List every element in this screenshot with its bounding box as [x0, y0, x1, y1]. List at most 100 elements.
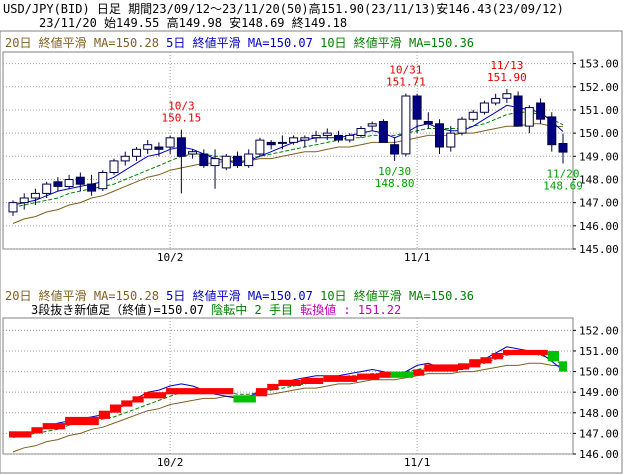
brick	[143, 392, 167, 399]
top-y-axis: 153.00 152.00 151.00 150.00 149.00 148.00 147.…	[573, 58, 619, 256]
top-legend-ma10: 10日 終値平滑 MA=150.36	[320, 35, 474, 50]
candle-body	[558, 143, 568, 153]
candle-body	[536, 102, 546, 120]
brick	[121, 400, 133, 407]
candle-body	[53, 181, 63, 187]
brick	[31, 427, 43, 434]
candle-body	[165, 137, 175, 148]
annotation-value: 151.71	[386, 75, 426, 88]
y-tick-label: 153.00	[579, 58, 619, 71]
bottom-legend-ma20: 20日 終値平滑 MA=150.28	[5, 288, 159, 303]
bottom-grid	[3, 318, 573, 455]
annotation-date: 10/31	[389, 63, 422, 76]
y-tick-label: 147.00	[579, 427, 619, 440]
status-trend: 陰転中	[211, 302, 247, 317]
candle-body	[479, 102, 489, 113]
ma-line	[12, 111, 564, 208]
top-legend: 20日 終値平滑 MA=150.28 5日 終値平滑 MA=150.07 10日…	[5, 35, 474, 50]
candle-body	[221, 155, 231, 169]
candles	[8, 89, 568, 216]
x-tick-label: 10/2	[157, 456, 184, 469]
brick	[132, 396, 144, 403]
annotation-date: 10/30	[378, 165, 411, 178]
candle-body	[334, 134, 343, 141]
candle-body	[547, 116, 557, 146]
y-tick-label: 150.00	[579, 127, 619, 140]
annotation-value: 148.69	[543, 179, 583, 192]
candle-body	[233, 155, 242, 167]
candle-body	[19, 197, 29, 204]
brick	[379, 371, 391, 378]
candle-body	[87, 183, 97, 192]
candle-body	[356, 128, 366, 136]
bottom-legend-ma10: 10日 終値平滑 MA=150.36	[320, 288, 474, 303]
candle-body	[30, 192, 40, 199]
candle-body	[154, 146, 164, 150]
candle-body	[435, 123, 444, 148]
y-tick-label: 146.00	[579, 448, 619, 461]
x-tick-label: 10/2	[157, 251, 184, 264]
annotation-date: 11/13	[490, 59, 523, 72]
brick	[480, 357, 492, 364]
annotation-value: 150.15	[161, 112, 201, 125]
candle-body	[277, 141, 287, 144]
bottom-y-axis: 152.00 151.00 150.00 149.00 148.00 147.00 146.…	[573, 324, 619, 461]
candle-body	[109, 160, 119, 173]
top-legend-ma20: 20日 終値平滑 MA=150.28	[5, 35, 159, 50]
x-tick-label: 11/1	[404, 456, 431, 469]
candle-body	[42, 183, 52, 194]
top-annotations: 10/3150.1510/31151.7111/13151.9010/30148…	[161, 59, 582, 192]
candle-body	[401, 95, 411, 155]
brick	[390, 371, 413, 378]
candle-body	[210, 158, 220, 167]
brick	[424, 364, 458, 372]
candle-body	[457, 118, 467, 134]
candle-body	[255, 139, 265, 155]
status-reversal: 転換値 : 151.22	[300, 302, 401, 317]
candle-body	[8, 202, 18, 213]
candle-body	[513, 95, 523, 127]
bottom-legend: 20日 終値平滑 MA=150.28 5日 終値平滑 MA=150.07 10日…	[5, 288, 474, 303]
brick	[559, 361, 567, 372]
brick	[491, 353, 503, 360]
candle-body	[367, 123, 377, 127]
brick	[413, 369, 425, 376]
bottom-legend-ma5: 5日 終値平滑 MA=150.07	[166, 288, 313, 303]
bottom-x-axis: 10/2 11/1	[157, 456, 430, 469]
top-panel: 20日 終値平滑 MA=150.28 5日 終値平滑 MA=150.07 10日…	[2, 35, 619, 264]
ma-line	[12, 123, 564, 224]
y-tick-label: 149.00	[579, 386, 619, 399]
brick	[9, 431, 32, 438]
brick	[267, 383, 279, 391]
candle-body	[322, 132, 332, 136]
bottom-panel: 20日 終値平滑 MA=150.28 5日 終値平滑 MA=150.07 10日…	[2, 288, 619, 469]
y-tick-label: 152.00	[579, 81, 619, 94]
header-summary: USD/JPY(BID) 日足 期間23/09/12～23/11/20(50)高…	[3, 2, 564, 16]
y-tick-label: 148.00	[579, 173, 619, 186]
y-tick-label: 152.00	[579, 324, 619, 337]
y-tick-label: 151.00	[579, 345, 619, 358]
annotation-value: 151.90	[487, 71, 527, 84]
candle-body	[188, 151, 198, 155]
y-tick-label: 149.00	[579, 150, 619, 163]
candle-body	[244, 153, 254, 167]
brick	[547, 351, 559, 362]
header-ohlc: 23/11/20 始149.55 高149.98 安148.69 終149.18	[39, 16, 348, 30]
y-tick-label: 151.00	[579, 104, 619, 117]
status-label: 3段抜き新値足（終値)=150.07	[31, 302, 204, 317]
brick	[502, 349, 548, 356]
bottom-status: 3段抜き新値足（終値)=150.07 陰転中 2 手目 転換値 : 151.22	[31, 302, 401, 317]
brick	[110, 404, 122, 413]
brick	[65, 416, 99, 426]
brick	[469, 359, 481, 368]
candle-body	[300, 137, 310, 141]
brick	[42, 423, 66, 430]
candle-body	[311, 134, 321, 139]
candle-body	[120, 155, 130, 162]
candle-body	[446, 132, 456, 148]
candle-body	[289, 137, 299, 143]
candle-body	[345, 134, 355, 141]
candle-body	[132, 148, 141, 157]
candle-body	[176, 137, 186, 157]
top-x-axis: 10/2 11/1	[157, 251, 430, 264]
